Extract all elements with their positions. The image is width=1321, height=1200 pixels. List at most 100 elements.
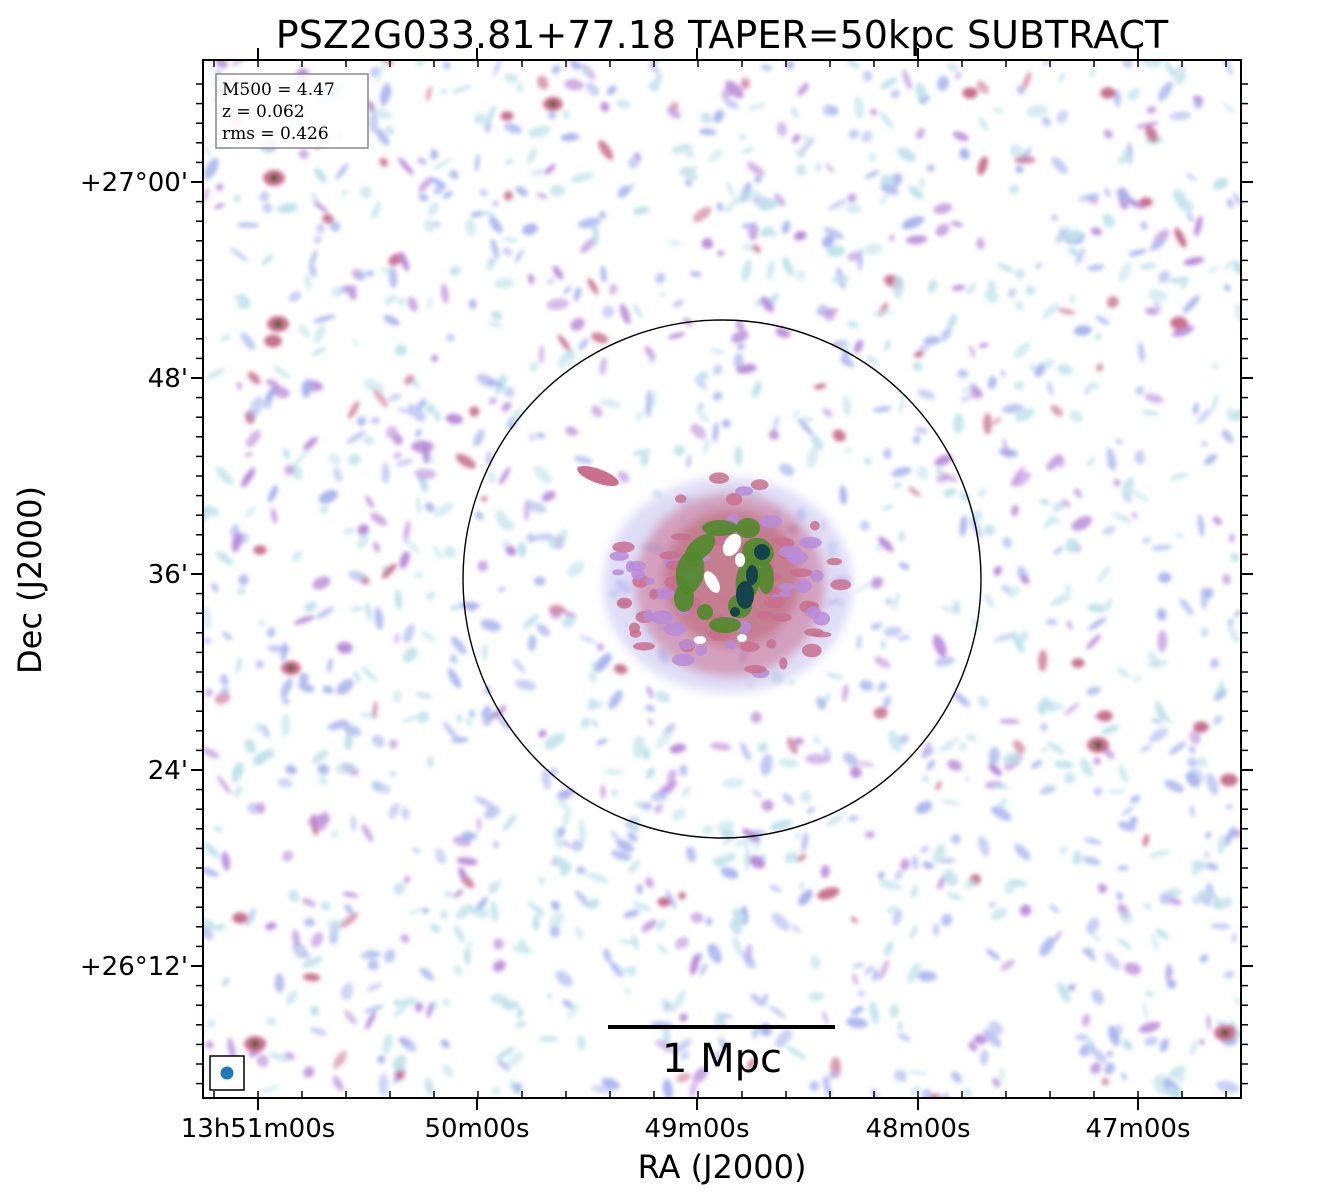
noise-blob [1118,262,1132,283]
noise-blob [562,610,577,618]
cluster-filament [663,622,687,636]
noise-blob [203,747,220,759]
noise-blob [1231,932,1237,943]
noise-blob [1104,1062,1115,1075]
noise-blob [823,227,844,240]
noise-blob [1192,95,1204,104]
noise-blob [1007,585,1021,598]
noise-blob [245,908,257,927]
noise-blob [825,813,845,827]
noise-blob [1142,834,1150,847]
noise-blob [847,321,859,329]
point-source [1198,724,1204,730]
noise-blob [813,383,827,390]
noise-blob [1166,979,1177,989]
noise-blob [1179,598,1194,616]
noise-blob [1051,214,1058,221]
noise-blob [812,735,821,745]
noise-blob [964,1087,972,1098]
noise-blob [332,1075,344,1092]
noise-blob [476,896,488,911]
noise-blob [433,502,454,518]
noise-blob [1020,630,1029,642]
noise-blob [940,913,953,927]
point-source [1225,776,1233,784]
noise-blob [203,927,214,941]
noise-blob [1102,213,1115,228]
noise-blob [870,310,894,316]
noise-blob [868,153,877,162]
noise-blob [481,644,488,661]
noise-blob [942,737,960,749]
noise-blob [665,890,677,909]
noise-blob [702,825,714,835]
noise-blob [624,987,631,995]
noise-blob [1059,845,1068,855]
noise-blob [952,691,971,707]
noise-blob [1149,727,1169,743]
noise-blob [1202,889,1212,898]
noise-blob [1191,859,1205,876]
cluster-core-arm [697,604,713,620]
noise-blob [434,848,447,865]
point-source [269,337,277,345]
noise-blob [569,60,582,70]
noise-blob [878,880,902,891]
noise-blob [686,454,692,469]
noise-blob [526,501,547,513]
noise-blob [563,286,572,295]
noise-blob [1002,437,1010,459]
noise-blob [495,1046,516,1061]
noise-blob [491,1086,501,1096]
noise-blob [889,233,895,243]
noise-blob [736,343,746,351]
noise-blob [422,907,430,914]
noise-blob [1090,227,1103,236]
noise-blob [922,861,934,870]
noise-blob [1064,584,1072,594]
noise-blob [1223,970,1235,979]
noise-blob [1058,456,1066,469]
noise-blob [847,814,859,822]
noise-blob [290,462,303,481]
noise-blob [277,777,293,788]
noise-blob [619,303,631,325]
noise-blob [653,803,664,814]
noise-blob [376,61,385,84]
noise-blob [396,296,406,307]
noise-blob [590,1085,613,1094]
noise-blob [327,719,349,731]
noise-blob [1067,247,1080,257]
noise-blob [999,719,1020,724]
noise-blob [635,410,646,422]
noise-blob [946,892,963,901]
noise-blob [377,1055,386,1064]
noise-blob [1165,967,1174,976]
noise-blob [599,398,622,409]
noise-blob [480,496,488,502]
noise-blob [898,634,911,641]
noise-blob [331,286,345,297]
noise-blob [502,813,517,832]
noise-blob [420,478,428,493]
noise-layer [203,60,1241,1098]
noise-blob [976,237,985,250]
noise-blob [246,430,261,448]
noise-blob [514,1021,527,1028]
noise-blob [1121,476,1135,498]
noise-blob [360,950,382,960]
noise-blob [845,1017,868,1029]
noise-blob [505,158,513,166]
noise-blob [898,391,906,415]
noise-blob [786,1046,807,1060]
noise-blob [343,1010,358,1025]
noise-blob [1222,573,1231,585]
noise-blob [538,729,547,738]
noise-blob [1204,831,1212,839]
noise-blob [647,718,654,726]
noise-blob [307,814,331,827]
noise-blob [689,271,702,277]
noise-blob [1169,111,1192,121]
noise-blob [562,999,574,1009]
noise-blob [399,551,410,569]
